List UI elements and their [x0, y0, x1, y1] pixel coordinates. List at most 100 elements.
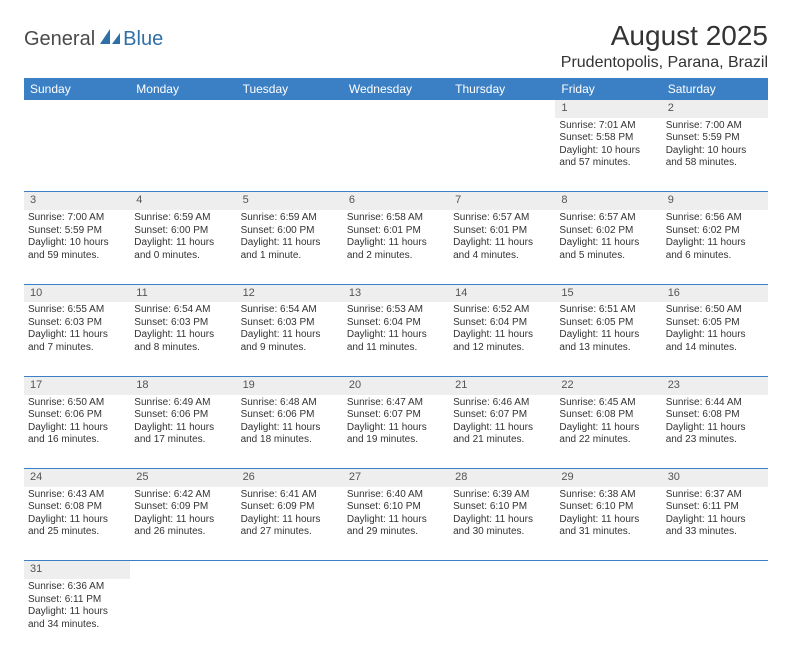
day-number: 17 — [24, 376, 130, 394]
sunset-line: Sunset: 6:01 PM — [453, 225, 551, 238]
day-number: 31 — [24, 561, 130, 579]
day-cell: Sunrise: 6:44 AMSunset: 6:08 PMDaylight:… — [662, 395, 768, 469]
sunrise-line: Sunrise: 6:51 AM — [559, 304, 657, 317]
logo: General Blue — [24, 28, 163, 51]
sunrise-line: Sunrise: 6:49 AM — [134, 397, 232, 410]
sunrise-line: Sunrise: 6:50 AM — [666, 304, 764, 317]
sunset-line: Sunset: 5:59 PM — [28, 225, 126, 238]
day-cell: Sunrise: 6:41 AMSunset: 6:09 PMDaylight:… — [237, 487, 343, 561]
daylight-line: Daylight: 11 hours and 8 minutes. — [134, 329, 232, 354]
day-number: 3 — [24, 192, 130, 210]
day-number: 10 — [24, 284, 130, 302]
day-number — [555, 561, 661, 579]
day-number: 9 — [662, 192, 768, 210]
day-number — [130, 100, 236, 118]
daylight-line: Daylight: 11 hours and 12 minutes. — [453, 329, 551, 354]
sunset-line: Sunset: 6:00 PM — [134, 225, 232, 238]
sunset-line: Sunset: 6:10 PM — [347, 501, 445, 514]
daylight-line: Daylight: 11 hours and 16 minutes. — [28, 422, 126, 447]
sunrise-line: Sunrise: 6:48 AM — [241, 397, 339, 410]
daylight-line: Daylight: 11 hours and 11 minutes. — [347, 329, 445, 354]
daylight-line: Daylight: 10 hours and 57 minutes. — [559, 145, 657, 170]
sunrise-line: Sunrise: 6:37 AM — [666, 489, 764, 502]
day-number — [449, 100, 555, 118]
daylight-line: Daylight: 11 hours and 29 minutes. — [347, 514, 445, 539]
sunrise-line: Sunrise: 6:59 AM — [134, 212, 232, 225]
location: Prudentopolis, Parana, Brazil — [561, 54, 768, 72]
day-number: 6 — [343, 192, 449, 210]
sunrise-line: Sunrise: 6:36 AM — [28, 581, 126, 594]
day-number: 16 — [662, 284, 768, 302]
day-number: 1 — [555, 100, 661, 118]
day-number: 11 — [130, 284, 236, 302]
day-number: 20 — [343, 376, 449, 394]
sunrise-line: Sunrise: 6:58 AM — [347, 212, 445, 225]
sunset-line: Sunset: 6:06 PM — [134, 409, 232, 422]
sunset-line: Sunset: 6:05 PM — [666, 317, 764, 330]
day-cell: Sunrise: 6:51 AMSunset: 6:05 PMDaylight:… — [555, 302, 661, 376]
day-number: 7 — [449, 192, 555, 210]
day-number: 18 — [130, 376, 236, 394]
day-number: 24 — [24, 469, 130, 487]
day-number-row: 3456789 — [24, 192, 768, 210]
day-number: 19 — [237, 376, 343, 394]
daylight-line: Daylight: 11 hours and 17 minutes. — [134, 422, 232, 447]
day-content-row: Sunrise: 7:00 AMSunset: 5:59 PMDaylight:… — [24, 210, 768, 284]
day-number: 29 — [555, 469, 661, 487]
day-cell: Sunrise: 6:57 AMSunset: 6:02 PMDaylight:… — [555, 210, 661, 284]
daylight-line: Daylight: 11 hours and 7 minutes. — [28, 329, 126, 354]
day-cell — [449, 579, 555, 653]
weekday-header: Monday — [130, 78, 236, 100]
day-number: 12 — [237, 284, 343, 302]
sunrise-line: Sunrise: 7:00 AM — [28, 212, 126, 225]
sunrise-line: Sunrise: 6:46 AM — [453, 397, 551, 410]
daylight-line: Daylight: 11 hours and 31 minutes. — [559, 514, 657, 539]
weekday-header: Friday — [555, 78, 661, 100]
sunrise-line: Sunrise: 6:45 AM — [559, 397, 657, 410]
sunset-line: Sunset: 6:04 PM — [453, 317, 551, 330]
day-cell: Sunrise: 6:54 AMSunset: 6:03 PMDaylight:… — [237, 302, 343, 376]
day-cell — [130, 118, 236, 192]
day-number: 14 — [449, 284, 555, 302]
day-number: 5 — [237, 192, 343, 210]
daylight-line: Daylight: 11 hours and 2 minutes. — [347, 237, 445, 262]
sunset-line: Sunset: 6:01 PM — [347, 225, 445, 238]
daylight-line: Daylight: 11 hours and 22 minutes. — [559, 422, 657, 447]
day-cell: Sunrise: 6:53 AMSunset: 6:04 PMDaylight:… — [343, 302, 449, 376]
sunset-line: Sunset: 6:07 PM — [453, 409, 551, 422]
sunset-line: Sunset: 6:07 PM — [347, 409, 445, 422]
weekday-header: Saturday — [662, 78, 768, 100]
day-cell: Sunrise: 7:00 AMSunset: 5:59 PMDaylight:… — [662, 118, 768, 192]
sunrise-line: Sunrise: 6:59 AM — [241, 212, 339, 225]
daylight-line: Daylight: 10 hours and 59 minutes. — [28, 237, 126, 262]
day-number-row: 24252627282930 — [24, 469, 768, 487]
weekday-header-row: SundayMondayTuesdayWednesdayThursdayFrid… — [24, 78, 768, 100]
day-cell — [555, 579, 661, 653]
day-cell: Sunrise: 6:47 AMSunset: 6:07 PMDaylight:… — [343, 395, 449, 469]
sunrise-line: Sunrise: 6:57 AM — [559, 212, 657, 225]
day-number: 26 — [237, 469, 343, 487]
day-number: 27 — [343, 469, 449, 487]
day-cell: Sunrise: 6:59 AMSunset: 6:00 PMDaylight:… — [237, 210, 343, 284]
day-cell — [343, 579, 449, 653]
day-number-row: 12 — [24, 100, 768, 118]
daylight-line: Daylight: 11 hours and 4 minutes. — [453, 237, 551, 262]
day-cell: Sunrise: 6:42 AMSunset: 6:09 PMDaylight:… — [130, 487, 236, 561]
day-number: 13 — [343, 284, 449, 302]
day-cell — [24, 118, 130, 192]
sunrise-line: Sunrise: 6:41 AM — [241, 489, 339, 502]
sunrise-line: Sunrise: 6:44 AM — [666, 397, 764, 410]
sunrise-line: Sunrise: 6:54 AM — [134, 304, 232, 317]
day-cell: Sunrise: 6:40 AMSunset: 6:10 PMDaylight:… — [343, 487, 449, 561]
logo-text-blue: Blue — [123, 28, 163, 51]
day-cell: Sunrise: 6:52 AMSunset: 6:04 PMDaylight:… — [449, 302, 555, 376]
day-number — [449, 561, 555, 579]
sunset-line: Sunset: 6:00 PM — [241, 225, 339, 238]
sunset-line: Sunset: 5:59 PM — [666, 132, 764, 145]
day-cell: Sunrise: 6:49 AMSunset: 6:06 PMDaylight:… — [130, 395, 236, 469]
day-cell: Sunrise: 7:01 AMSunset: 5:58 PMDaylight:… — [555, 118, 661, 192]
sunrise-line: Sunrise: 6:39 AM — [453, 489, 551, 502]
sunrise-line: Sunrise: 6:50 AM — [28, 397, 126, 410]
weekday-header: Thursday — [449, 78, 555, 100]
sunrise-line: Sunrise: 6:47 AM — [347, 397, 445, 410]
